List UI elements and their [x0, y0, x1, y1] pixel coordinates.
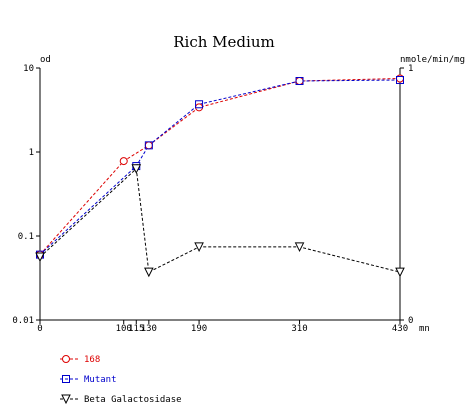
y-left-axis-label: od: [40, 55, 51, 65]
chart-title: Rich Medium: [173, 33, 274, 51]
y-right-tick-label: 0: [408, 316, 413, 326]
data-point-triangle-down: [294, 242, 305, 253]
series-markers: [35, 74, 405, 278]
data-point-triangle-down: [395, 267, 405, 278]
data-point-triangle-down: [131, 164, 142, 174]
data-point-square: [396, 75, 404, 84]
data-point-square: [144, 141, 153, 150]
data-point-circle: [295, 77, 304, 86]
data-point-triangle-down: [144, 267, 154, 278]
y-right-axis-label: nmole/min/mg: [400, 55, 465, 65]
series-line-circle: [39, 77, 401, 255]
series-lines: [39, 77, 401, 273]
x-tick-label: 430: [392, 324, 408, 334]
legend-marker-circle: [62, 355, 70, 363]
series-line-square: [39, 79, 401, 256]
x-tick-label: 310: [291, 324, 307, 334]
data-point-circle: [119, 157, 128, 166]
y-left-tick-label: 0.01: [12, 316, 34, 326]
data-point-square: [195, 100, 204, 109]
series-line-triangle-down: [39, 167, 401, 273]
x-tick-label: 130: [141, 324, 157, 334]
x-tick-label: 115: [128, 324, 144, 334]
y-right-tick-label: 1: [408, 64, 413, 74]
data-point-square: [295, 77, 304, 86]
legend: 168 Mutant Beta Galactosidase: [60, 355, 182, 405]
legend-marker-triangle-down: [61, 394, 71, 405]
legend-label: Beta Galactosidase: [84, 395, 182, 405]
x-tick-label: 100: [116, 324, 132, 334]
legend-label: 168: [84, 355, 100, 365]
y-left-tick-label: 0.1: [18, 232, 34, 242]
legend-marker-square: [62, 375, 70, 383]
data-point-triangle-down: [194, 242, 204, 253]
x-axis-unit: mn: [419, 324, 430, 334]
x-tick-label: 0: [37, 324, 42, 334]
x-tick-label: 190: [191, 324, 207, 334]
data-point-triangle-down: [35, 252, 45, 263]
data-point-circle: [144, 141, 153, 150]
legend-label: Mutant: [84, 375, 117, 385]
y-left-tick-label: 1: [29, 148, 34, 158]
y-left-tick-label: 10: [23, 64, 34, 74]
